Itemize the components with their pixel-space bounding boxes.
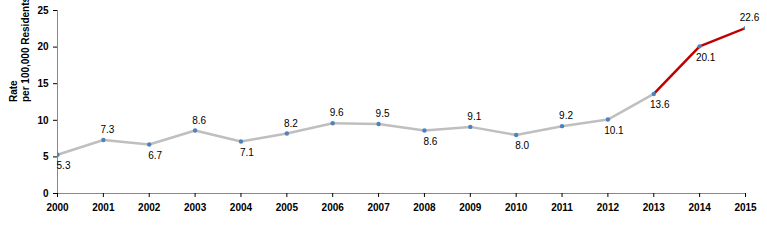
svg-text:2006: 2006 xyxy=(322,202,345,213)
svg-text:8.6: 8.6 xyxy=(423,136,437,147)
svg-text:2005: 2005 xyxy=(276,202,299,213)
svg-text:5: 5 xyxy=(43,151,49,162)
svg-text:10: 10 xyxy=(37,115,49,126)
svg-text:2009: 2009 xyxy=(459,202,482,213)
svg-text:2010: 2010 xyxy=(505,202,528,213)
svg-text:2001: 2001 xyxy=(92,202,115,213)
svg-text:2013: 2013 xyxy=(643,202,666,213)
svg-text:8.0: 8.0 xyxy=(515,140,529,151)
svg-text:22.6: 22.6 xyxy=(740,12,760,23)
svg-text:0: 0 xyxy=(43,188,49,199)
svg-text:9.2: 9.2 xyxy=(559,110,573,121)
svg-text:2004: 2004 xyxy=(230,202,253,213)
svg-text:7.3: 7.3 xyxy=(100,124,114,135)
svg-text:10.1: 10.1 xyxy=(604,125,624,136)
svg-text:20.1: 20.1 xyxy=(696,52,716,63)
svg-text:2015: 2015 xyxy=(734,202,757,213)
svg-text:2008: 2008 xyxy=(413,202,436,213)
svg-text:25: 25 xyxy=(37,5,49,16)
svg-text:2014: 2014 xyxy=(689,202,712,213)
svg-text:2003: 2003 xyxy=(184,202,207,213)
svg-text:2002: 2002 xyxy=(138,202,161,213)
svg-text:8.6: 8.6 xyxy=(192,115,206,126)
svg-text:Rateper 100,000 Residents: Rateper 100,000 Residents xyxy=(8,0,31,102)
svg-text:8.2: 8.2 xyxy=(284,118,298,129)
svg-text:9.5: 9.5 xyxy=(376,108,390,119)
svg-text:9.1: 9.1 xyxy=(467,111,481,122)
svg-text:2000: 2000 xyxy=(46,202,69,213)
svg-text:2011: 2011 xyxy=(551,202,573,213)
svg-text:13.6: 13.6 xyxy=(650,99,670,110)
svg-text:6.7: 6.7 xyxy=(148,150,162,161)
svg-text:9.6: 9.6 xyxy=(330,107,344,118)
svg-text:20: 20 xyxy=(37,41,49,52)
svg-text:15: 15 xyxy=(37,78,49,89)
svg-text:7.1: 7.1 xyxy=(240,147,254,158)
svg-text:2012: 2012 xyxy=(597,202,620,213)
svg-text:5.3: 5.3 xyxy=(57,160,71,171)
svg-text:2007: 2007 xyxy=(367,202,390,213)
